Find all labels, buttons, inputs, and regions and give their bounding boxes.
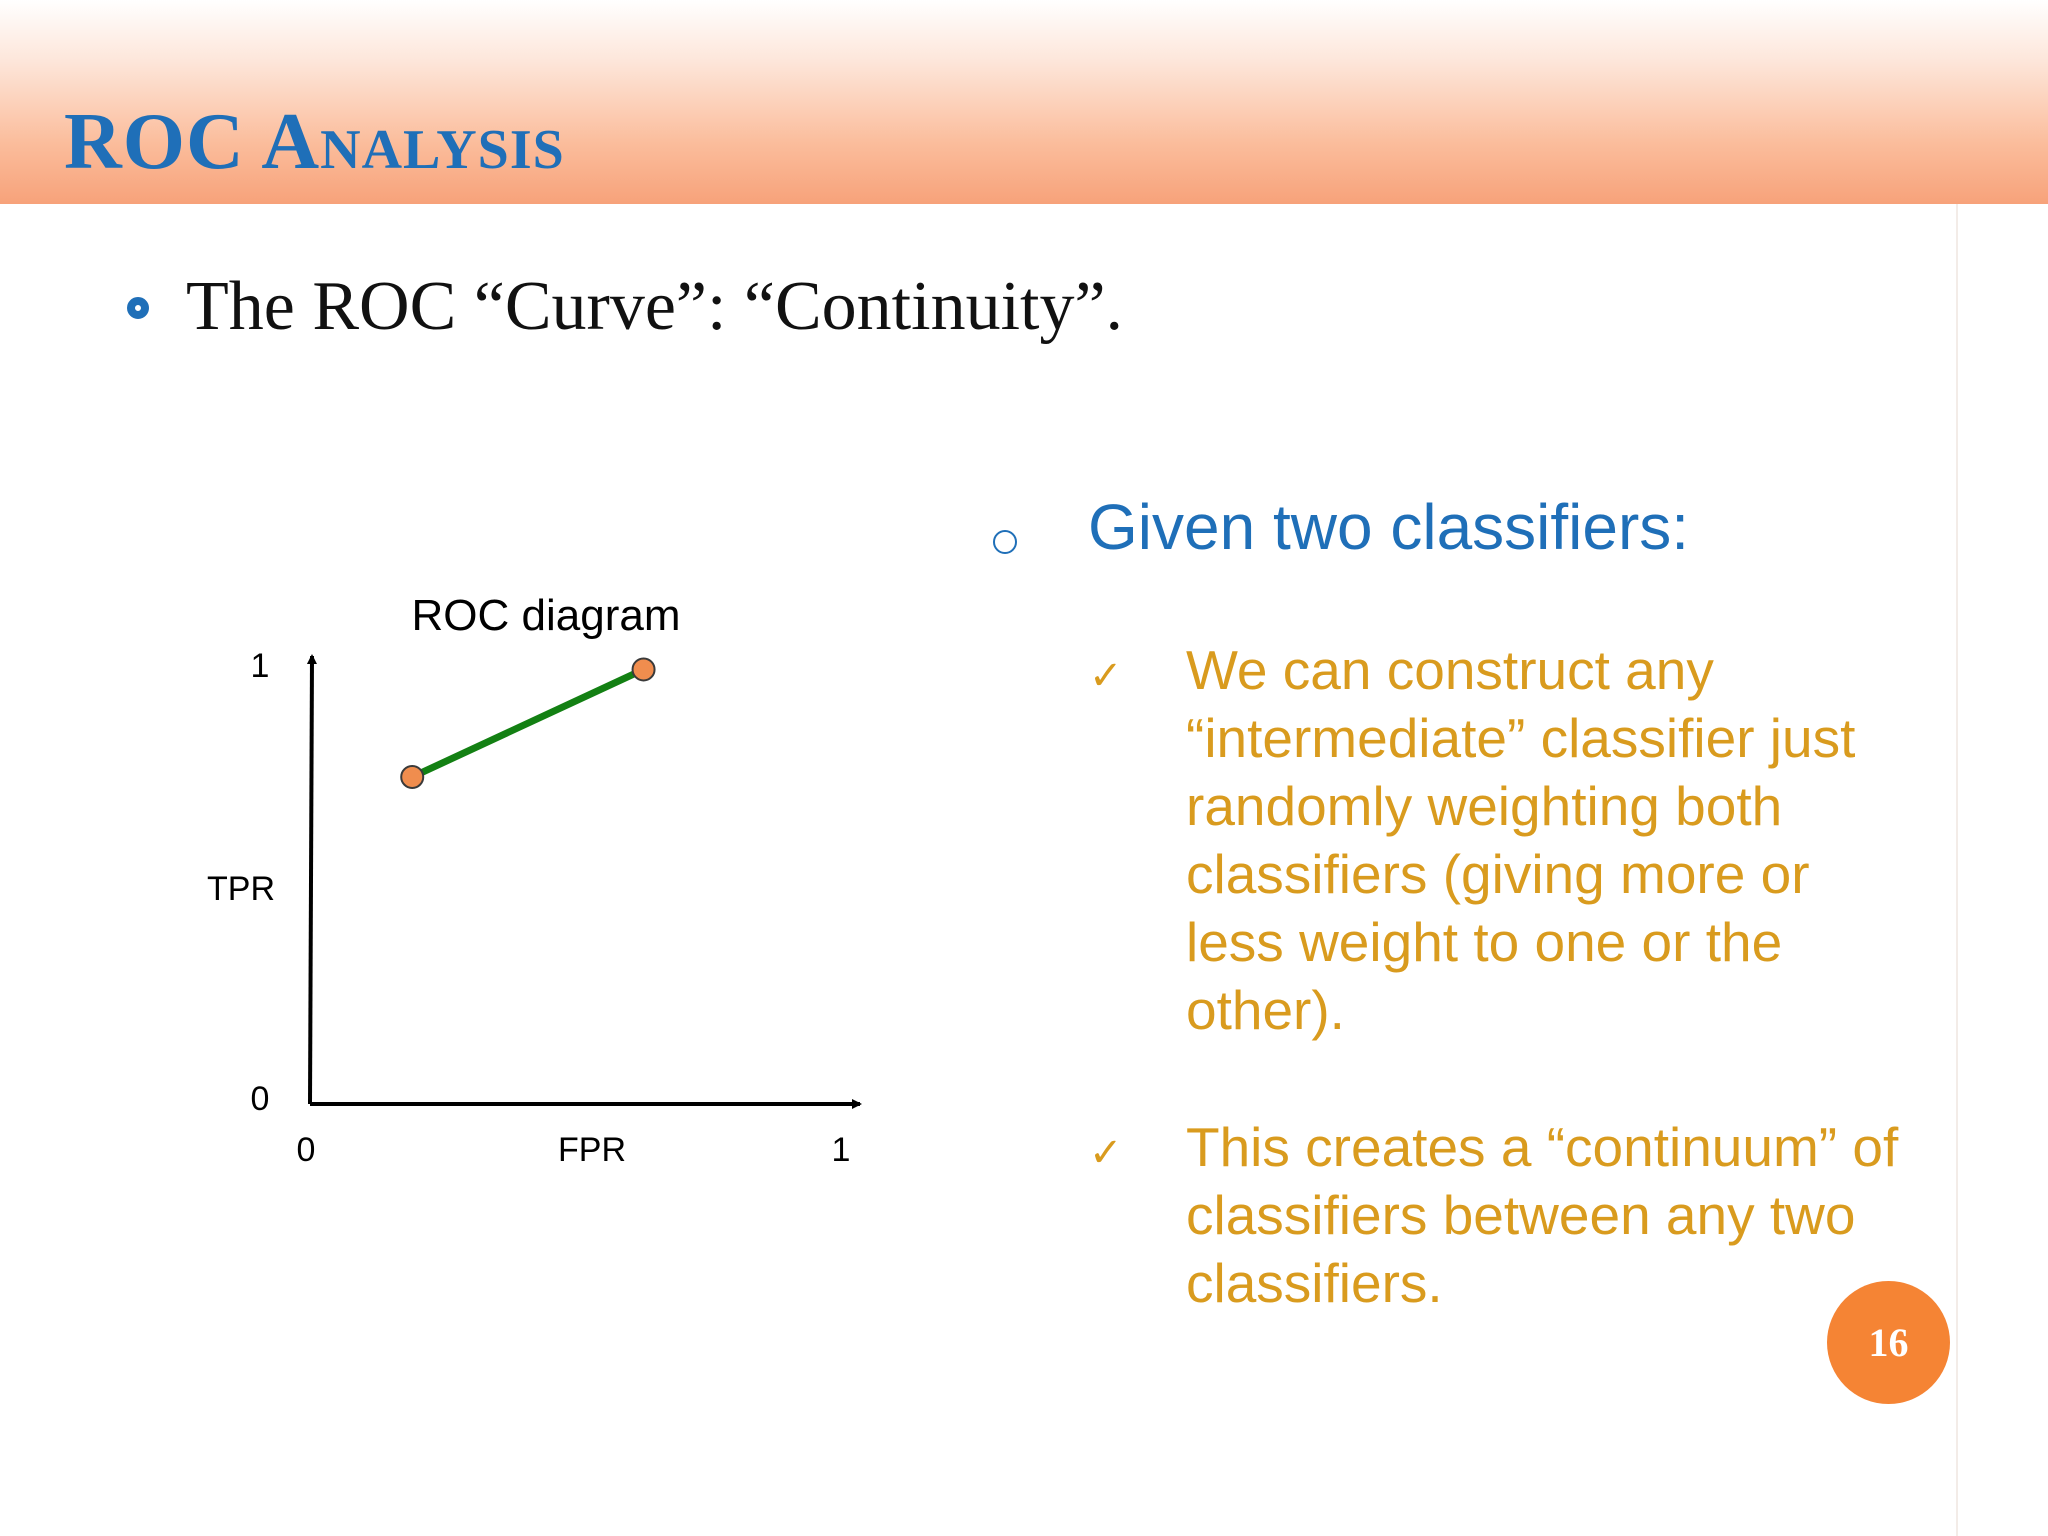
point-text-2: This creates a “continuum” of classifier… (1186, 1116, 1899, 1314)
x-axis-label: FPR (558, 1131, 626, 1169)
sub-bullet-ring-icon (993, 530, 1017, 554)
y-tick-label-0: 0 (251, 1080, 270, 1118)
x-tick-label-1: 1 (832, 1131, 851, 1169)
bullet-ring-icon (127, 297, 149, 319)
series-layer (400, 657, 656, 789)
y-axis (306, 654, 317, 1105)
classifier-point-2 (631, 657, 656, 682)
series-line-segment (408, 665, 648, 781)
y-tick-label-1: 1 (251, 647, 270, 685)
right-divider (1956, 204, 1958, 1536)
point-text-1: We can construct any “intermediate” clas… (1186, 639, 1856, 1041)
sub-heading: Given two classifiers: (1088, 491, 1690, 563)
page-number-badge: 16 (1827, 1281, 1950, 1404)
main-bullet-text: The ROC “Curve”: “Continuity”. (186, 268, 1124, 345)
y-axis-label: TPR (207, 870, 275, 908)
chart-title: ROC diagram (412, 591, 681, 640)
checkmark-icon: ✓ (1089, 1130, 1123, 1176)
x-tick-label-0: 0 (297, 1131, 316, 1169)
checkmark-icon: ✓ (1089, 653, 1123, 699)
slide-title: ROC Analysis (64, 98, 565, 186)
classifier-point-1 (400, 764, 425, 789)
header-band (0, 0, 2048, 204)
page-number: 16 (1868, 1320, 1909, 1365)
